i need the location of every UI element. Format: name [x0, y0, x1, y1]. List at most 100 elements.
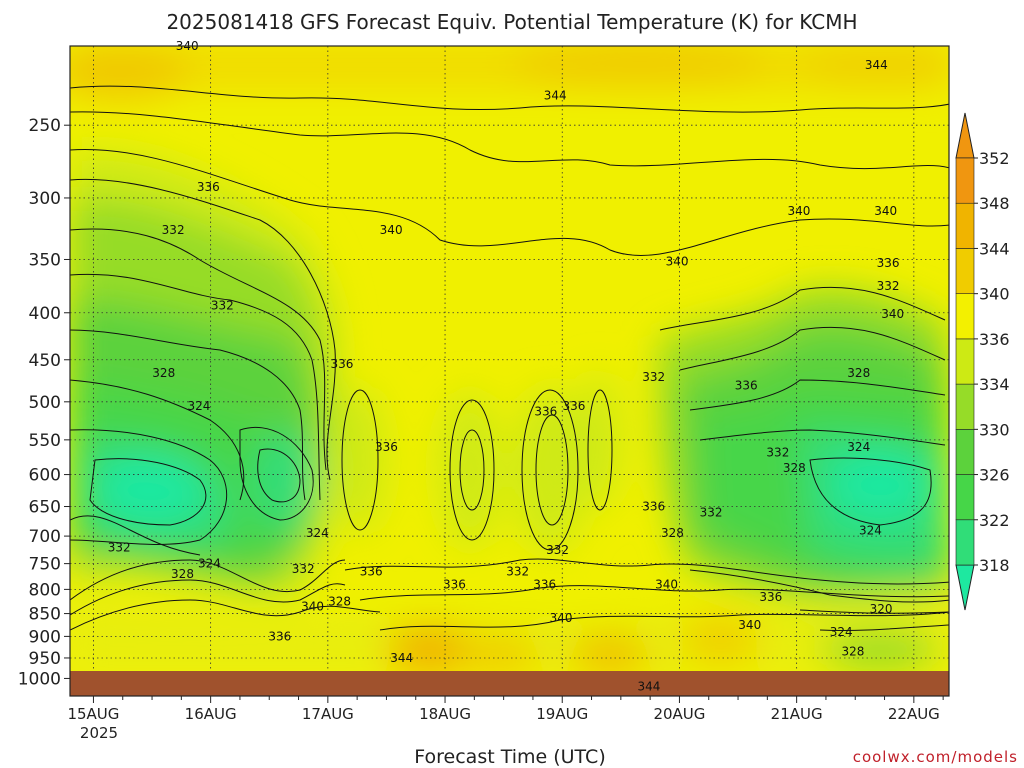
contour-label: 336	[534, 404, 557, 418]
y-tick-label: 500	[29, 393, 61, 413]
colorbar-top-arrow	[955, 112, 975, 159]
colorbar-swatch	[955, 293, 975, 340]
colorbar-label: 322	[979, 511, 1010, 530]
y-tick-label: 400	[29, 304, 61, 324]
contour-label: 344	[544, 88, 567, 102]
contour-label: 336	[735, 379, 758, 393]
contour-label: 336	[877, 256, 900, 270]
contour-label: 332	[108, 540, 131, 554]
colorbar-label: 318	[979, 556, 1010, 575]
contour-label: 332	[877, 279, 900, 293]
contour-label: 324	[830, 625, 853, 639]
contour-label: 340	[380, 223, 403, 237]
colorbar-label: 330	[979, 420, 1010, 439]
contour-labels: 340 344 344 336 332 340 340 340 340 336 332 332 340 3…	[108, 39, 904, 693]
y-tick-label: 800	[29, 580, 61, 600]
contour-label: 328	[152, 366, 175, 380]
colorbar-label: 348	[979, 194, 1010, 213]
contour-label: 324	[306, 526, 329, 540]
contour-label: 340	[874, 204, 897, 218]
contour-label: 328	[661, 526, 684, 540]
colorbar-swatch	[955, 248, 975, 294]
contour-label: 332	[506, 565, 529, 579]
contour-label: 328	[328, 595, 351, 609]
contour-label: 336	[642, 500, 665, 514]
colorbar-swatch	[955, 338, 975, 385]
contour-label: 332	[766, 446, 789, 460]
contour-label: 340	[666, 255, 689, 269]
x-tick-label: 16AUG	[185, 705, 237, 723]
x-tick-label: 19AUG	[536, 705, 588, 723]
contour-label: 336	[268, 629, 291, 643]
contour-label: 336	[360, 565, 383, 579]
contour-label: 336	[759, 590, 782, 604]
theta-e-field	[70, 46, 949, 672]
contour-label: 324	[198, 557, 221, 571]
x-tick-label: 15AUG	[67, 705, 119, 723]
watermark-text: coolwx.com/models	[853, 748, 1018, 766]
y-tick-label: 300	[29, 189, 61, 209]
contour-label: 324	[859, 523, 882, 537]
contour-label: 324	[847, 440, 870, 454]
colorbar-label: 336	[979, 330, 1010, 349]
y-axis: 2503003504004505005506006507007508008509…	[18, 116, 70, 689]
y-tick-label: 850	[29, 605, 61, 625]
contour-label: 332	[642, 370, 665, 384]
contour-lines	[70, 85, 949, 632]
contour-label: 332	[546, 543, 569, 557]
y-tick-label: 450	[29, 351, 61, 371]
contour-label: 340	[788, 204, 811, 218]
colorbar-bottom-arrow	[955, 564, 975, 611]
colorbar-swatch	[955, 429, 975, 475]
contour-label: 328	[847, 366, 870, 380]
contour-label: 328	[783, 461, 806, 475]
contour-label: 336	[330, 357, 353, 371]
y-tick-label: 550	[29, 431, 61, 451]
y-tick-label: 1000	[18, 669, 61, 689]
colorbar-label: 344	[979, 239, 1010, 258]
colorbar-label: 340	[979, 285, 1010, 304]
chart-title: 2025081418 GFS Forecast Equiv. Potential…	[166, 10, 857, 34]
y-tick-label: 250	[29, 116, 61, 136]
contour-label: 332	[292, 562, 315, 576]
colorbar-label: 326	[979, 466, 1010, 485]
x-tick-label: 20AUG	[653, 705, 705, 723]
contour-label: 344	[390, 651, 413, 665]
colorbar-swatch	[955, 519, 975, 566]
y-tick-label: 750	[29, 555, 61, 575]
colorbar-swatch	[955, 383, 975, 430]
contour-label: 324	[187, 399, 210, 413]
x-tick-label: 21AUG	[771, 705, 823, 723]
contour-label: 336	[563, 399, 586, 413]
contour-label: 340	[655, 577, 678, 591]
ground-band	[70, 671, 949, 696]
contour-label: 340	[881, 307, 904, 321]
colorbar-swatch	[955, 157, 975, 204]
y-tick-label: 650	[29, 498, 61, 518]
x-axis-label: Forecast Time (UTC)	[414, 746, 605, 768]
contour-label: 340	[301, 599, 324, 613]
y-tick-label: 900	[29, 627, 61, 647]
contour-label: 328	[171, 567, 194, 581]
colorbar-label: 334	[979, 375, 1010, 394]
x-axis: 15AUG 16AUG 17AUG 18AUG 19AUG 20AUG 21AUG 22AUG	[67, 696, 944, 723]
contour-label: 336	[197, 180, 220, 194]
x-year-label: 2025	[80, 724, 118, 742]
plot-area: 340 344 344 336 332 340 340 340 340 336 332 332 340 3…	[69, 39, 950, 697]
contour-label: 336	[443, 577, 466, 591]
contour-label: 336	[375, 440, 398, 454]
y-tick-label: 950	[29, 649, 61, 669]
contour-label: 332	[162, 223, 185, 237]
colorbar-swatch	[955, 474, 975, 521]
colorbar-label: 352	[979, 149, 1010, 168]
contour-label: 332	[211, 299, 234, 313]
plot-frame	[69, 45, 950, 697]
contour-label: 336	[533, 577, 556, 591]
contour-label: 340	[738, 618, 761, 632]
contour-label: 344	[638, 679, 661, 693]
contour-label: 340	[550, 611, 573, 625]
colorbar-swatch	[955, 202, 975, 249]
y-tick-label: 350	[29, 250, 61, 270]
contour-label: 344	[865, 58, 888, 72]
